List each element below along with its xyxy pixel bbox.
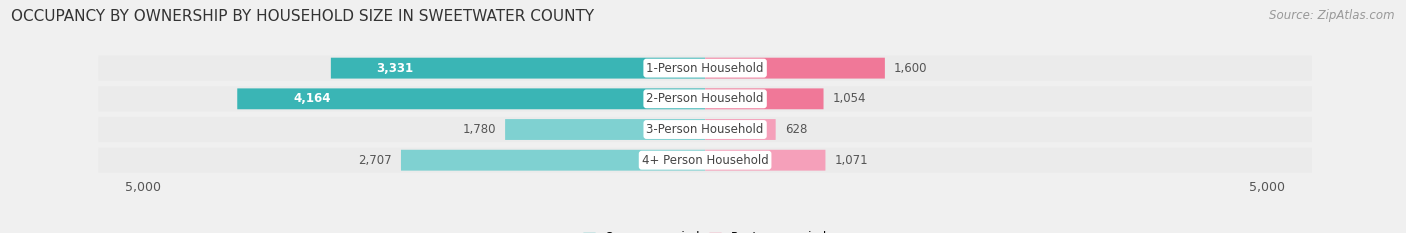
Text: 4,164: 4,164 bbox=[294, 92, 330, 105]
Text: 1-Person Household: 1-Person Household bbox=[647, 62, 763, 75]
Legend: Owner-occupied, Renter-occupied: Owner-occupied, Renter-occupied bbox=[578, 227, 832, 233]
FancyBboxPatch shape bbox=[98, 148, 1312, 173]
FancyBboxPatch shape bbox=[98, 55, 1312, 81]
FancyBboxPatch shape bbox=[505, 119, 704, 140]
Text: 2,707: 2,707 bbox=[359, 154, 392, 167]
Text: 628: 628 bbox=[785, 123, 807, 136]
FancyBboxPatch shape bbox=[704, 88, 824, 109]
Text: 1,780: 1,780 bbox=[463, 123, 496, 136]
FancyBboxPatch shape bbox=[98, 86, 1312, 111]
Text: 1,071: 1,071 bbox=[834, 154, 868, 167]
FancyBboxPatch shape bbox=[238, 88, 704, 109]
FancyBboxPatch shape bbox=[401, 150, 704, 171]
FancyBboxPatch shape bbox=[704, 58, 884, 79]
Text: 3-Person Household: 3-Person Household bbox=[647, 123, 763, 136]
FancyBboxPatch shape bbox=[704, 150, 825, 171]
Text: Source: ZipAtlas.com: Source: ZipAtlas.com bbox=[1270, 9, 1395, 22]
FancyBboxPatch shape bbox=[98, 117, 1312, 142]
Text: OCCUPANCY BY OWNERSHIP BY HOUSEHOLD SIZE IN SWEETWATER COUNTY: OCCUPANCY BY OWNERSHIP BY HOUSEHOLD SIZE… bbox=[11, 9, 595, 24]
Text: 1,054: 1,054 bbox=[832, 92, 866, 105]
Text: 1,600: 1,600 bbox=[894, 62, 928, 75]
Text: 3,331: 3,331 bbox=[375, 62, 413, 75]
Text: 4+ Person Household: 4+ Person Household bbox=[641, 154, 769, 167]
FancyBboxPatch shape bbox=[330, 58, 704, 79]
Text: 2-Person Household: 2-Person Household bbox=[647, 92, 763, 105]
FancyBboxPatch shape bbox=[704, 119, 776, 140]
